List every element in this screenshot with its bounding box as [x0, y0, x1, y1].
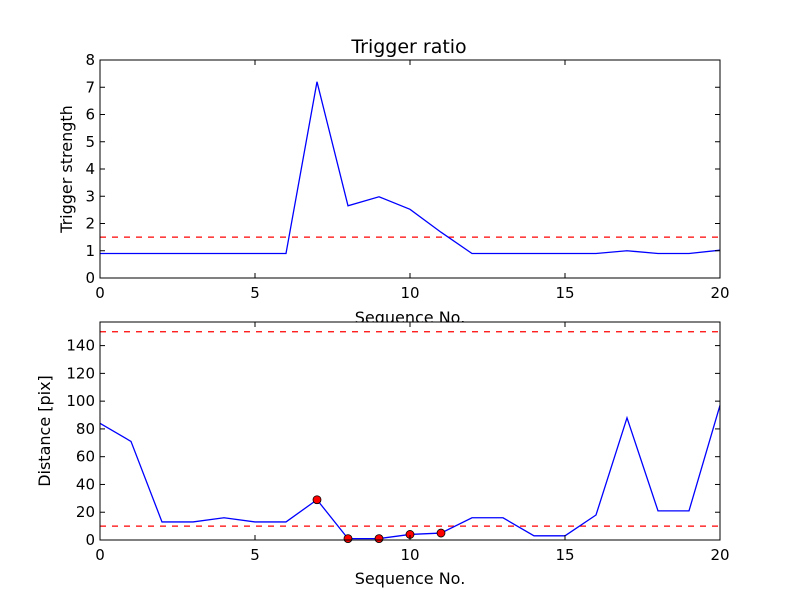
x-tick-label: 5: [250, 546, 260, 564]
chart-title: Trigger ratio: [350, 36, 466, 58]
x-tick-label: 0: [95, 284, 105, 302]
data-point-marker: [312, 495, 322, 505]
y-axis-label: Distance [pix]: [35, 375, 54, 487]
x-axis-label: Sequence No.: [355, 569, 466, 588]
data-point-marker: [343, 534, 353, 544]
y-tick-label: 120: [66, 364, 95, 382]
x-tick-label: 20: [710, 546, 729, 564]
series-line: [100, 81, 721, 255]
y-tick-label: 2: [85, 215, 95, 233]
plot-area: [100, 60, 720, 278]
x-tick-label: 20: [710, 284, 729, 302]
y-axis-label: Trigger strength: [57, 105, 76, 234]
y-tick-label: 7: [85, 78, 95, 96]
y-tick-label: 20: [76, 503, 95, 521]
x-tick-label: 5: [250, 284, 260, 302]
y-tick-label: 6: [85, 106, 95, 124]
y-tick-label: 80: [76, 420, 95, 438]
y-tick-label: 40: [76, 475, 95, 493]
y-tick-label: 3: [85, 187, 95, 205]
y-tick-label: 4: [85, 160, 95, 178]
x-tick-label: 10: [400, 546, 419, 564]
x-tick-label: 0: [95, 546, 105, 564]
y-tick-label: 140: [66, 337, 95, 355]
y-tick-label: 100: [66, 392, 95, 410]
data-point-marker: [374, 534, 384, 544]
y-tick-label: 0: [85, 531, 95, 549]
plot-area: [100, 322, 720, 540]
x-tick-label: 15: [555, 284, 574, 302]
y-tick-label: 5: [85, 133, 95, 151]
y-tick-label: 1: [85, 242, 95, 260]
y-tick-label: 0: [85, 269, 95, 287]
x-tick-label: 15: [555, 546, 574, 564]
data-point-marker: [436, 528, 446, 538]
y-tick-label: 60: [76, 448, 95, 466]
x-tick-label: 10: [400, 284, 419, 302]
y-tick-label: 8: [85, 51, 95, 69]
